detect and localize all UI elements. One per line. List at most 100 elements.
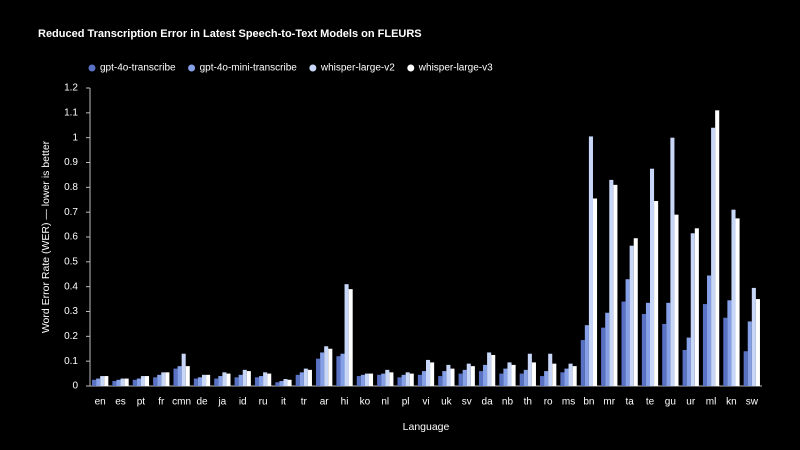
bar [242,369,247,386]
y-axis-label: Word Error Rate (WER) — lower is better [40,140,52,333]
legend-swatch [188,64,196,72]
bar [206,374,211,386]
bar [450,368,455,386]
bar [364,373,369,386]
bar [238,374,243,386]
y-tick-label: 0.8 [64,182,78,193]
bar [670,137,675,386]
bar [694,228,699,386]
bar [430,362,435,386]
bar [153,377,158,386]
bar [92,379,97,386]
bar [389,372,394,386]
bar [747,321,752,386]
x-tick-label: es [115,397,126,408]
bar [96,378,101,386]
bar [140,376,145,386]
bar [588,136,593,386]
bar [662,323,667,386]
bar [303,368,308,386]
x-tick-label: mr [603,397,615,408]
bar [674,214,679,386]
bar [540,376,545,386]
bar [348,289,353,386]
x-tick-label: ur [686,397,696,408]
bar [568,363,573,386]
x-tick-label: cmn [172,397,191,408]
legend-swatch [309,64,317,72]
bar [580,340,585,386]
x-tick-label: sv [462,397,472,408]
bar [633,238,638,386]
bar [654,200,659,386]
bar [267,373,272,386]
bar [214,378,219,386]
legend-swatch [88,64,96,72]
bar [650,168,655,386]
bar [112,381,117,386]
x-tick-label: da [482,397,494,408]
x-tick-label: ru [259,397,268,408]
bar [690,233,695,386]
y-tick-label: 0.5 [64,256,78,267]
bar [254,377,260,386]
bar [421,371,426,386]
bar [120,378,125,386]
x-tick-label: en [95,397,106,408]
bar [686,337,691,386]
legend-label: gpt-4o-mini-transcribe [200,63,298,74]
bar [116,379,121,386]
bar [605,312,610,386]
bar [377,374,382,386]
legend-swatch [407,64,415,72]
x-tick-label: ja [217,397,226,408]
x-tick-label: hi [341,397,349,408]
legend: gpt-4o-transcribe gpt-4o-mini-transcribe w… [88,63,493,74]
bar [316,358,321,386]
bar [295,374,300,386]
y-tick-label: 0.1 [64,356,78,367]
y-tick-label: 0.7 [64,207,78,218]
y-tick-label: 0 [72,381,78,392]
x-tick-label: ta [625,397,634,408]
bar [466,363,471,386]
bar [202,374,207,386]
x-axis-label: Language [403,421,450,433]
bar [124,378,129,386]
bar [613,184,618,386]
bar [572,366,577,386]
bar [320,352,325,386]
bar [682,349,687,386]
bar [165,372,170,386]
bar [426,359,431,386]
x-tick-label: pl [402,397,410,408]
bar [307,369,312,386]
bar [368,373,374,386]
bar [499,373,504,386]
x-tick-label: id [239,397,247,408]
bar [144,376,150,386]
bar [629,245,634,386]
bar [344,284,349,386]
bar [548,353,553,386]
bar [324,346,329,386]
bar [519,373,524,386]
bar [641,313,646,386]
bar [397,377,402,386]
x-tick-label: th [524,397,532,408]
x-tick-label: pt [137,397,146,408]
bar [592,198,598,386]
bar [283,379,288,386]
bar [743,351,748,386]
bar [181,353,186,386]
bar [711,127,716,386]
bar [621,301,626,386]
x-tick-label: kn [726,397,737,408]
bar [645,302,650,386]
x-tick-label: bn [583,397,594,408]
x-tick-label: te [646,397,655,408]
x-tick-label: uk [441,397,453,408]
bar [161,372,166,386]
bar [442,371,447,386]
